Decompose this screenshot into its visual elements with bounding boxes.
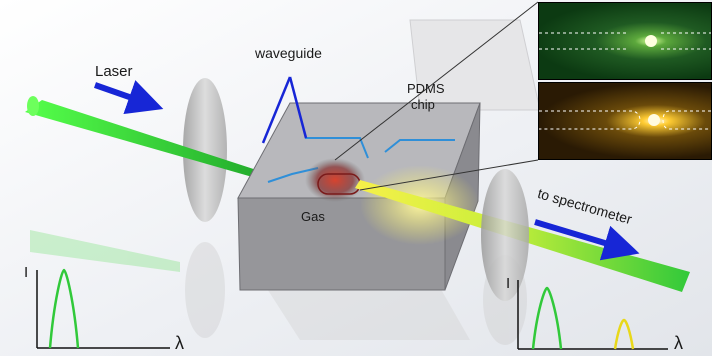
laser-label: Laser [95,63,133,80]
input-spectrum-plot [36,268,170,349]
gas-region [305,158,365,202]
gas-label: Gas [301,209,325,224]
pdms-label-line1: PDMS [407,81,445,96]
output-spectrum-plot [517,280,668,350]
right-spectrum-wavelength-axis-label: λ [674,333,683,353]
collection-lens [481,169,529,301]
right-spectrum-intensity-axis-label: I [506,275,511,292]
yellow-emission-micrograph [538,82,712,160]
laser-arrow [94,80,164,115]
yellow-inset-channels [539,110,711,130]
raman-peak [613,318,635,350]
waveguide-label: waveguide [255,45,322,61]
laser-peak [531,286,563,350]
laser-peak [48,268,80,349]
left-spectrum-wavelength-axis-label: λ [175,333,184,353]
laser-beam-end [27,96,39,116]
green-inset-channels [539,32,711,50]
waveguide-pointer-lines [261,76,308,144]
left-spectrum-intensity-axis-label: I [24,264,29,281]
green-emission-micrograph [538,2,712,80]
laser-beam-in [25,100,275,182]
spectrometer-arrow [534,219,640,261]
focusing-lens [183,78,227,222]
inset-pointer-lines [334,1,539,191]
pdms-label-line2: chip [411,97,435,112]
